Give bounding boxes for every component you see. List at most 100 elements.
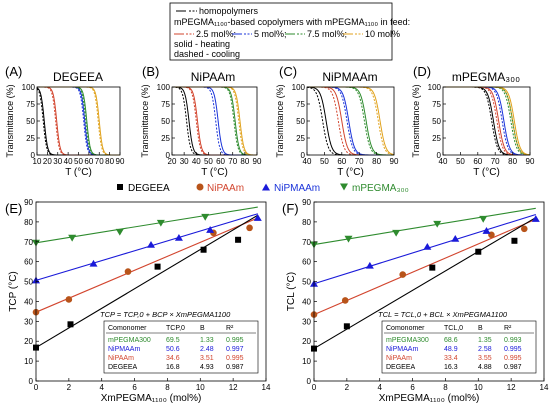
x-tick-label: 70 bbox=[228, 157, 237, 166]
fit-table-b: 4.88 bbox=[478, 364, 492, 371]
data-point bbox=[206, 226, 215, 233]
y-tick-label: 100 bbox=[428, 83, 442, 92]
y-tick-label: 0 bbox=[307, 377, 312, 386]
y-tick-label: 90 bbox=[24, 198, 33, 207]
data-point bbox=[174, 234, 183, 241]
x-tick-label: 40 bbox=[192, 157, 201, 166]
x-tick-label: 80 bbox=[105, 157, 114, 166]
y-tick-label: 70 bbox=[24, 238, 33, 247]
fit-table-name: NiPMAAm bbox=[108, 346, 140, 353]
x-tick-label: 8 bbox=[443, 383, 448, 392]
y-tick-label: 20 bbox=[24, 337, 33, 346]
data-point bbox=[520, 225, 528, 233]
panel-label: (B) bbox=[142, 64, 159, 79]
curve-orange-heating bbox=[37, 86, 120, 156]
legend-feed-4: 10 mol% bbox=[365, 29, 400, 39]
y-tick-label: 75 bbox=[26, 100, 35, 109]
x-tick-label: 50 bbox=[456, 157, 465, 166]
legend-dashed-label: dashed - cooling bbox=[174, 49, 240, 59]
data-point bbox=[68, 234, 77, 242]
y-tick-label: 80 bbox=[302, 218, 311, 227]
plot-frame bbox=[313, 201, 545, 382]
x-tick-label: 90 bbox=[253, 157, 262, 166]
x-tick-label: 70 bbox=[491, 157, 500, 166]
y-tick-label: 40 bbox=[24, 297, 33, 306]
curve-green-heating bbox=[37, 86, 120, 156]
curve-orange-cooling bbox=[307, 86, 395, 156]
x-tick-label: 70 bbox=[95, 157, 104, 166]
x-tick-label: 2 bbox=[345, 383, 350, 392]
x-axis-label: T (°C) bbox=[201, 167, 228, 178]
fit-table-header: B bbox=[478, 325, 483, 332]
y-tick-label: 30 bbox=[302, 317, 311, 326]
plot-frame bbox=[306, 86, 395, 156]
data-point bbox=[344, 235, 353, 243]
y-axis-label: Transmittance (%) bbox=[140, 84, 150, 157]
fit-table-r2: 0.997 bbox=[226, 346, 244, 353]
fit-table-name: DEGEEA bbox=[108, 364, 138, 371]
fit-table-frame bbox=[381, 320, 537, 374]
data-point bbox=[392, 229, 401, 237]
fit-table-header: R² bbox=[226, 325, 234, 332]
y-tick-label: 0 bbox=[29, 377, 34, 386]
y-axis-label: Transmittance (%) bbox=[5, 84, 15, 157]
top-legend-frame bbox=[169, 2, 393, 61]
data-point bbox=[89, 259, 98, 267]
y-tick-label: 25 bbox=[26, 134, 35, 143]
x-tick-label: 6 bbox=[132, 383, 137, 392]
curve-green-heating bbox=[307, 86, 394, 156]
x-tick-label: 50 bbox=[74, 157, 83, 166]
curve-green-cooling bbox=[307, 86, 394, 156]
fit-table-header: TCP,0 bbox=[166, 325, 185, 332]
legend-homo-label: homopolymers bbox=[199, 6, 259, 16]
data-point bbox=[200, 246, 207, 253]
panel-label: (E) bbox=[5, 201, 22, 216]
x-tick-label: 90 bbox=[526, 157, 535, 166]
y-tick-label: 50 bbox=[26, 117, 35, 126]
fit-table-header: R² bbox=[504, 325, 512, 332]
x-tick-label: 0 bbox=[312, 383, 317, 392]
data-point bbox=[235, 236, 242, 243]
y-tick-label: 0 bbox=[166, 151, 171, 160]
data-point bbox=[124, 268, 132, 275]
curve-black-heating bbox=[36, 87, 120, 156]
data-point bbox=[115, 228, 124, 236]
y-tick-label: 40 bbox=[302, 297, 311, 306]
curve-blue-cooling bbox=[37, 86, 120, 156]
x-tick-label: 60 bbox=[216, 157, 225, 166]
fit-table-name: mPEGMA300 bbox=[386, 337, 429, 344]
fit-table-frame bbox=[103, 320, 259, 374]
curve-blue-heating bbox=[172, 86, 257, 156]
curve-black-cooling bbox=[306, 86, 394, 156]
y-tick-label: 80 bbox=[24, 218, 33, 227]
series-legend: DEGEEA NiPAAm NiPMAAm mPEGMA₃₀₀ bbox=[117, 183, 409, 194]
y-tick-label: 100 bbox=[292, 83, 306, 92]
panel-d: (D) mPEGMA₃₀₀ 40 50 60 70 80 90 0 25 50 75 100 T (°C)… bbox=[411, 64, 535, 178]
x-tick-label: 30 bbox=[180, 157, 189, 166]
x-tick-label: 70 bbox=[355, 157, 364, 166]
y-tick-label: 50 bbox=[296, 117, 305, 126]
panel-title: NiPMAAm bbox=[322, 70, 377, 84]
data-point bbox=[201, 213, 210, 221]
legend-feed-2: 5 mol%; bbox=[254, 29, 287, 39]
x-axis-label: T (°C) bbox=[337, 167, 364, 178]
x-tick-label: 50 bbox=[320, 157, 329, 166]
y-tick-label: 0 bbox=[437, 151, 442, 160]
curve-green-heating bbox=[443, 86, 531, 156]
fit-table-r2: 0.987 bbox=[226, 364, 244, 371]
data-point bbox=[479, 215, 488, 223]
data-point bbox=[451, 234, 460, 242]
panel-c: (C) NiPMAAm 40 50 60 70 80 90 0 25 50 75 100 T (°C) Tr… bbox=[275, 64, 399, 178]
panel-label: (A) bbox=[5, 64, 22, 79]
curve-red-heating bbox=[307, 86, 394, 156]
fit-table-b: 2.58 bbox=[478, 346, 492, 353]
fit-table-name: NiPAAm bbox=[386, 355, 412, 362]
data-point bbox=[343, 323, 350, 330]
panel-label: (D) bbox=[413, 64, 431, 79]
curve-blue-heating bbox=[307, 86, 394, 156]
plot-frame bbox=[36, 86, 121, 156]
x-tick-label: 14 bbox=[262, 383, 271, 392]
